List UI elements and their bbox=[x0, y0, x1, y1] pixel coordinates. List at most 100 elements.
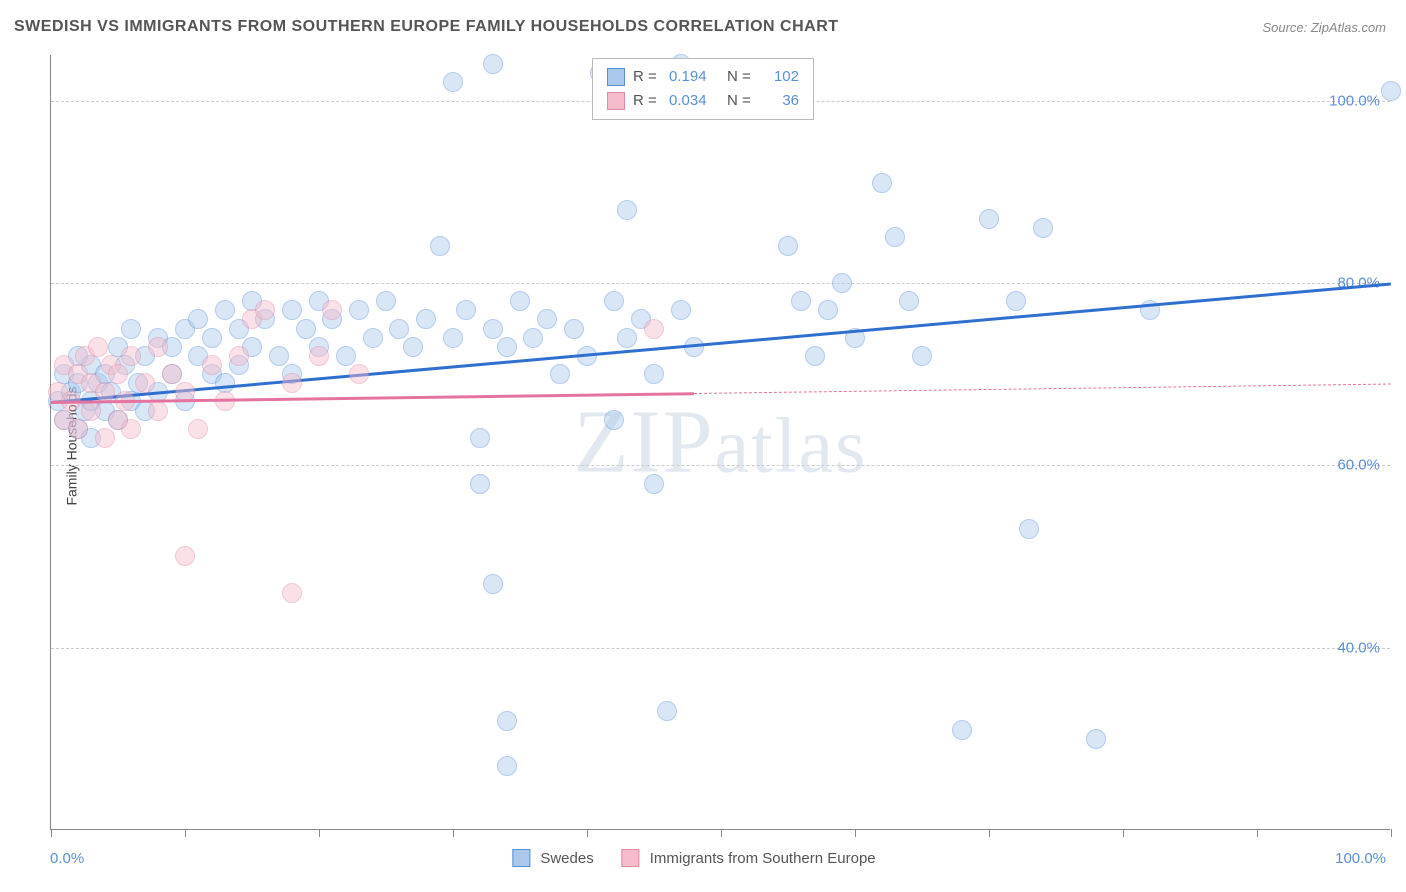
legend-n-label: N = bbox=[727, 65, 755, 89]
data-point bbox=[805, 346, 825, 366]
data-point bbox=[296, 319, 316, 339]
data-point bbox=[135, 373, 155, 393]
data-point bbox=[81, 401, 101, 421]
data-point bbox=[202, 355, 222, 375]
data-point bbox=[483, 574, 503, 594]
data-point bbox=[832, 273, 852, 293]
data-point bbox=[617, 328, 637, 348]
data-point bbox=[1006, 291, 1026, 311]
data-point bbox=[617, 200, 637, 220]
legend-n-label: N = bbox=[727, 89, 755, 113]
data-point bbox=[952, 720, 972, 740]
data-point bbox=[912, 346, 932, 366]
legend-swatch bbox=[607, 68, 625, 86]
legend-n-value: 102 bbox=[763, 65, 799, 89]
data-point bbox=[282, 300, 302, 320]
data-point bbox=[1019, 519, 1039, 539]
data-point bbox=[899, 291, 919, 311]
data-point bbox=[671, 300, 691, 320]
data-point bbox=[215, 373, 235, 393]
y-tick-label: 60.0% bbox=[1337, 457, 1380, 474]
data-point bbox=[443, 328, 463, 348]
data-point bbox=[416, 309, 436, 329]
x-tick bbox=[1123, 829, 1124, 837]
data-point bbox=[979, 209, 999, 229]
data-point bbox=[483, 54, 503, 74]
data-point bbox=[255, 300, 275, 320]
legend-series-label: Immigrants from Southern Europe bbox=[650, 850, 876, 867]
x-tick bbox=[721, 829, 722, 837]
data-point bbox=[108, 364, 128, 384]
x-tick bbox=[855, 829, 856, 837]
data-point bbox=[336, 346, 356, 366]
data-point bbox=[148, 401, 168, 421]
watermark: ZIPatlas bbox=[574, 391, 868, 494]
data-point bbox=[1381, 81, 1401, 101]
legend-r-label: R = bbox=[633, 65, 661, 89]
x-axis-end-label: 100.0% bbox=[1335, 850, 1386, 867]
data-point bbox=[215, 300, 235, 320]
data-point bbox=[229, 346, 249, 366]
x-tick bbox=[989, 829, 990, 837]
data-point bbox=[202, 328, 222, 348]
data-point bbox=[322, 300, 342, 320]
data-point bbox=[148, 337, 168, 357]
source-label: Source: ZipAtlas.com bbox=[1262, 20, 1386, 35]
trend-line-extrapolated bbox=[694, 383, 1391, 393]
data-point bbox=[644, 319, 664, 339]
legend-swatch bbox=[512, 849, 530, 867]
chart-title: SWEDISH VS IMMIGRANTS FROM SOUTHERN EURO… bbox=[14, 18, 839, 36]
correlation-legend: R = 0.194 N = 102R = 0.034 N = 36 bbox=[592, 58, 814, 120]
data-point bbox=[483, 319, 503, 339]
data-point bbox=[818, 300, 838, 320]
data-point bbox=[550, 364, 570, 384]
data-point bbox=[497, 337, 517, 357]
data-point bbox=[121, 346, 141, 366]
data-point bbox=[885, 227, 905, 247]
x-tick bbox=[453, 829, 454, 837]
data-point bbox=[644, 474, 664, 494]
legend-swatch bbox=[607, 92, 625, 110]
data-point bbox=[456, 300, 476, 320]
data-point bbox=[269, 346, 289, 366]
data-point bbox=[349, 300, 369, 320]
legend-n-value: 36 bbox=[763, 89, 799, 113]
data-point bbox=[363, 328, 383, 348]
data-point bbox=[175, 546, 195, 566]
data-point bbox=[430, 236, 450, 256]
x-tick bbox=[587, 829, 588, 837]
data-point bbox=[188, 309, 208, 329]
data-point bbox=[188, 419, 208, 439]
data-point bbox=[121, 419, 141, 439]
legend-r-value: 0.194 bbox=[669, 65, 719, 89]
data-point bbox=[778, 236, 798, 256]
legend-r-value: 0.034 bbox=[669, 89, 719, 113]
data-point bbox=[443, 72, 463, 92]
grid-line bbox=[51, 465, 1390, 466]
data-point bbox=[88, 337, 108, 357]
data-point bbox=[470, 474, 490, 494]
data-point bbox=[523, 328, 543, 348]
grid-line bbox=[51, 283, 1390, 284]
legend-row: R =0.034N =36 bbox=[607, 89, 799, 113]
data-point bbox=[309, 346, 329, 366]
data-point bbox=[95, 428, 115, 448]
x-axis-start-label: 0.0% bbox=[50, 850, 84, 867]
data-point bbox=[376, 291, 396, 311]
x-tick bbox=[1257, 829, 1258, 837]
data-point bbox=[1033, 218, 1053, 238]
data-point bbox=[537, 309, 557, 329]
data-point bbox=[604, 410, 624, 430]
data-point bbox=[403, 337, 423, 357]
scatter-plot-area: ZIPatlas 40.0%60.0%80.0%100.0% bbox=[50, 55, 1390, 830]
data-point bbox=[644, 364, 664, 384]
data-point bbox=[604, 291, 624, 311]
data-point bbox=[872, 173, 892, 193]
data-point bbox=[791, 291, 811, 311]
data-point bbox=[389, 319, 409, 339]
y-tick-label: 100.0% bbox=[1329, 92, 1380, 109]
legend-row: R = 0.194 N = 102 bbox=[607, 65, 799, 89]
data-point bbox=[497, 756, 517, 776]
x-tick bbox=[1391, 829, 1392, 837]
data-point bbox=[564, 319, 584, 339]
